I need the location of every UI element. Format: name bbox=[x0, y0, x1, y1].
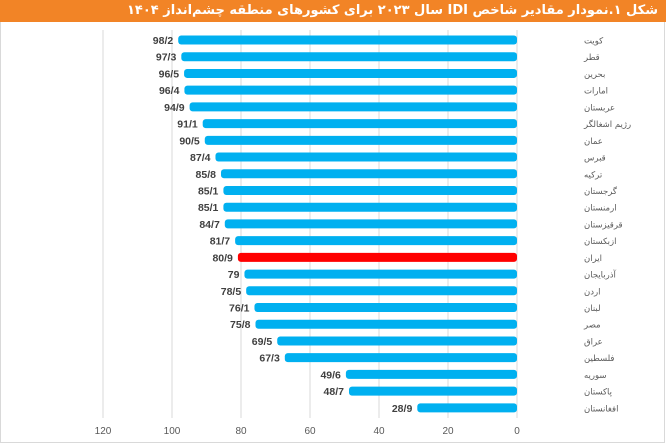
bar bbox=[237, 252, 517, 262]
x-tick-label: 80 bbox=[235, 426, 247, 437]
bar bbox=[345, 369, 517, 379]
category-label: عراق bbox=[584, 337, 603, 347]
bar bbox=[204, 135, 517, 145]
category-label: عمان bbox=[584, 137, 603, 147]
bar bbox=[284, 353, 517, 363]
bar bbox=[189, 102, 517, 112]
category-label: لبنان bbox=[584, 304, 601, 314]
bar bbox=[184, 68, 517, 78]
bar bbox=[223, 185, 517, 195]
bar bbox=[277, 336, 517, 346]
data-label: 96/5 bbox=[159, 68, 180, 80]
category-label: کویت bbox=[584, 37, 604, 47]
category-label: اردن bbox=[584, 287, 601, 297]
bar bbox=[181, 52, 517, 62]
x-tick-label: 0 bbox=[514, 426, 520, 437]
category-label: آذربایجان bbox=[584, 269, 617, 281]
data-label: 75/8 bbox=[230, 319, 251, 331]
data-label: 85/1 bbox=[198, 202, 219, 214]
category-label: گرجستان bbox=[584, 186, 618, 197]
bar bbox=[244, 269, 517, 279]
category-label: مصر bbox=[583, 321, 601, 331]
category-label: سوریه bbox=[584, 371, 607, 381]
bar bbox=[246, 286, 518, 296]
category-label: عربستان bbox=[584, 103, 615, 113]
data-label: 84/7 bbox=[199, 219, 220, 231]
x-tick-label: 20 bbox=[442, 426, 454, 437]
category-label: بحرین bbox=[584, 70, 605, 80]
data-label: 85/1 bbox=[198, 185, 219, 197]
category-label: پاکستان bbox=[584, 388, 613, 398]
category-label: ایران bbox=[584, 254, 602, 264]
bar bbox=[184, 85, 518, 95]
category-label: فلسطین bbox=[584, 354, 614, 364]
category-label: ازبکستان bbox=[584, 237, 617, 247]
data-label: 91/1 bbox=[177, 119, 198, 131]
data-label: 96/4 bbox=[159, 85, 180, 97]
bar bbox=[215, 152, 517, 162]
bar bbox=[254, 303, 517, 313]
data-label: 90/5 bbox=[179, 135, 200, 147]
bar bbox=[202, 119, 517, 129]
chart-title: شکل ۱.نمودار مقادیر شاخص IDI سال ۲۰۲۳ بر… bbox=[0, 0, 666, 22]
data-label: 87/4 bbox=[190, 152, 211, 164]
category-label: قبرس bbox=[584, 154, 606, 164]
data-label: 81/7 bbox=[210, 236, 231, 248]
data-label: 76/1 bbox=[229, 303, 250, 315]
data-label: 49/6 bbox=[320, 369, 341, 381]
data-label: 79 bbox=[228, 269, 240, 281]
category-label: ارمنستان bbox=[584, 204, 617, 214]
bar bbox=[220, 169, 518, 179]
category-label: امارات bbox=[584, 87, 608, 97]
x-tick-label: 100 bbox=[164, 426, 181, 437]
data-label: 28/9 bbox=[392, 403, 413, 415]
category-label: افغانستان bbox=[584, 404, 618, 414]
data-label: 48/7 bbox=[324, 386, 345, 398]
data-label: 80/9 bbox=[212, 252, 233, 264]
bar bbox=[348, 386, 517, 396]
data-label: 69/5 bbox=[252, 336, 273, 348]
bar bbox=[178, 35, 517, 45]
x-tick-label: 120 bbox=[95, 426, 112, 437]
bar bbox=[224, 219, 517, 229]
data-label: 67/3 bbox=[259, 353, 280, 365]
data-label: 78/5 bbox=[221, 286, 242, 298]
x-tick-label: 40 bbox=[373, 426, 385, 437]
category-label: قطر bbox=[583, 53, 600, 63]
data-label: 94/9 bbox=[164, 102, 185, 114]
category-label: قرقیزستان bbox=[584, 220, 623, 230]
data-label: 97/3 bbox=[156, 52, 177, 64]
bar bbox=[255, 319, 518, 329]
data-label: 98/2 bbox=[153, 35, 174, 47]
data-label: 85/8 bbox=[196, 169, 217, 181]
category-label: ترکیه bbox=[584, 170, 603, 180]
bar bbox=[223, 202, 517, 212]
bar bbox=[235, 236, 517, 246]
chart-frame bbox=[0, 22, 665, 443]
category-label: رژیم اشغالگر bbox=[583, 119, 631, 130]
x-tick-label: 60 bbox=[304, 426, 316, 437]
bar bbox=[417, 403, 517, 413]
